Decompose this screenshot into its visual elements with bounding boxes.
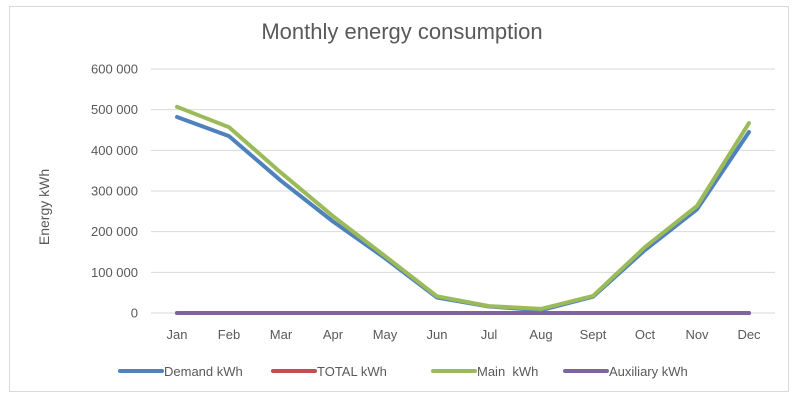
y-tick-label: 0: [131, 306, 138, 321]
x-tick-label: Jun: [427, 327, 448, 342]
legend-label-total-kwh: TOTAL kWh: [317, 364, 387, 379]
chart-title: Monthly energy consumption: [261, 19, 542, 44]
x-tick-label: Mar: [270, 327, 293, 342]
x-tick-label: Aug: [529, 327, 552, 342]
series-lines: [175, 104, 751, 315]
y-axis-ticks: 0 100 000 200 000 300 000 400 000 500 000 600 …: [91, 62, 138, 321]
y-tick-label: 600 000: [91, 62, 138, 77]
x-axis-ticks: Jan Feb Mar Apr May Jun Jul Aug Sept Oct Nov Dec: [167, 327, 762, 342]
x-tick-label: Oct: [635, 327, 656, 342]
line-chart: Monthly energy consumption Energy kWh 0 1…: [36, 19, 775, 379]
y-tick-label: 200 000: [91, 224, 138, 239]
x-tick-label: Feb: [218, 327, 240, 342]
y-tick-label: 400 000: [91, 143, 138, 158]
x-tick-label: Dec: [737, 327, 761, 342]
y-tick-label: 300 000: [91, 184, 138, 199]
series-line-demand-kwh: [175, 115, 751, 313]
y-tick-label: 100 000: [91, 265, 138, 280]
series-line-main-kwh: [175, 104, 751, 311]
x-tick-label: Sept: [580, 327, 607, 342]
legend: Demand kWh TOTAL kWh Main kWh Auxiliary kWh: [118, 364, 688, 379]
x-tick-label: Nov: [685, 327, 709, 342]
chart-frame: Monthly energy consumption Energy kWh 0 1…: [9, 6, 789, 392]
gridlines: [151, 68, 775, 314]
legend-label-main-kwh: Main kWh: [477, 364, 538, 379]
y-tick-label: 500 000: [91, 102, 138, 117]
legend-label-demand-kwh: Demand kWh: [164, 364, 243, 379]
x-tick-label: Jul: [481, 327, 498, 342]
x-tick-label: May: [373, 327, 398, 342]
x-tick-label: Apr: [323, 327, 344, 342]
legend-label-auxiliary-kwh: Auxiliary kWh: [609, 364, 688, 379]
x-tick-label: Jan: [167, 327, 188, 342]
y-axis-label: Energy kWh: [36, 169, 52, 245]
